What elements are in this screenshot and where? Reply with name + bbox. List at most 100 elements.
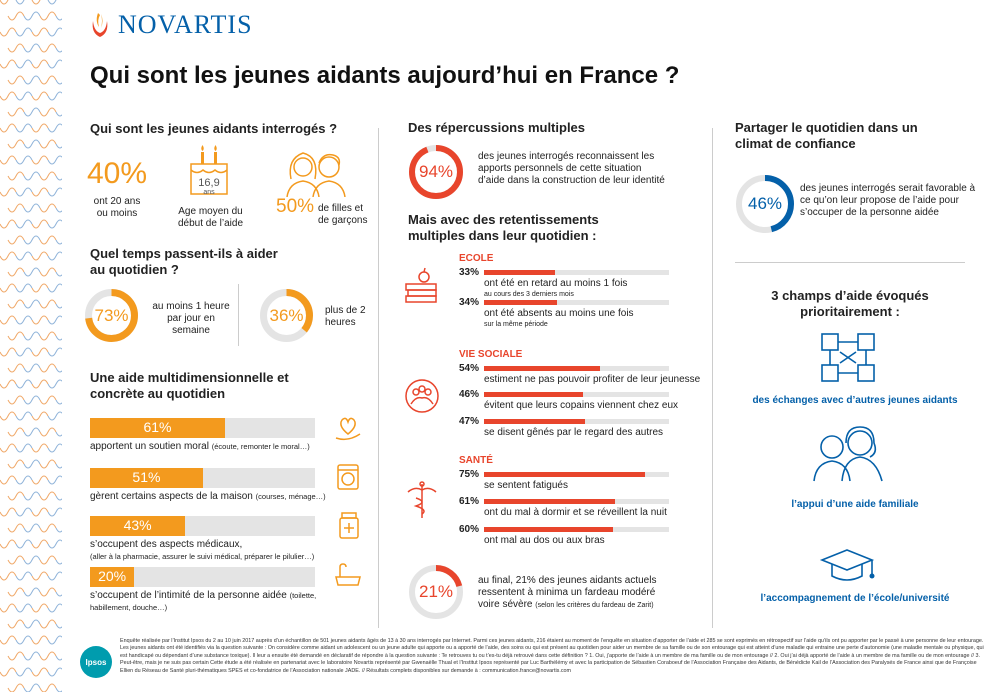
- pattern-wave: [55, 303, 62, 309]
- pattern-wave: [7, 587, 25, 597]
- impact-item-percent: 60%: [459, 524, 480, 535]
- pattern-wave: [55, 655, 62, 661]
- pattern-wave: [15, 155, 33, 165]
- impact-item-percent: 54%: [459, 363, 480, 374]
- cake-age-value: 16,9: [198, 177, 220, 189]
- help-item-detail: (courses, ménage…): [255, 492, 326, 501]
- help-item-text: gèrent certains aspects de la maison (co…: [90, 491, 340, 503]
- pattern-wave: [47, 27, 62, 37]
- pattern-wave: [23, 267, 41, 277]
- pattern-wave: [7, 299, 25, 309]
- age-stat-text: ont 20 ans ou moins: [93, 196, 141, 219]
- pattern-wave: [15, 0, 32, 5]
- pattern-wave: [15, 219, 33, 229]
- help-bar-value: 51%: [132, 469, 161, 485]
- help-bar-track: 51%: [90, 468, 315, 488]
- pattern-wave: [23, 171, 41, 181]
- pattern-wave: [0, 27, 17, 37]
- pattern-wave: [55, 495, 62, 501]
- cake-age-unit: ans: [203, 189, 215, 196]
- pattern-wave: [47, 443, 62, 453]
- help-bar-fill: [90, 418, 225, 438]
- pattern-wave: [15, 283, 33, 293]
- pattern-wave: [0, 347, 17, 357]
- pattern-wave: [55, 527, 62, 533]
- pattern-wave: [23, 75, 41, 85]
- pattern-wave: [31, 507, 49, 517]
- impact-bar-fill: [484, 527, 613, 532]
- pattern-wave: [47, 571, 62, 581]
- pattern-wave: [31, 155, 49, 165]
- pattern-wave: [47, 187, 62, 197]
- gender-stat-text: de filles et de garçons: [318, 203, 368, 226]
- pattern-wave: [39, 491, 57, 501]
- pattern-wave: [55, 559, 62, 565]
- pattern-wave: [7, 11, 25, 21]
- impact-item-percent: 46%: [459, 389, 480, 400]
- impact-bar-fill: [484, 300, 558, 305]
- help-item-detail: (écoute, remonter le moral…): [211, 442, 310, 451]
- pattern-wave: [23, 299, 41, 309]
- time-ring-1-text: au moins 1 heure par jour en semaine: [152, 301, 230, 336]
- pattern-wave: [15, 379, 33, 389]
- washing-machine-icon: [337, 464, 359, 490]
- pattern-wave: [39, 171, 57, 181]
- impact-item-text: ont du mal à dormir et se réveillent la …: [484, 507, 667, 518]
- pattern-wave: [15, 571, 33, 581]
- time-ring-1-chart: [85, 289, 138, 342]
- pattern-wave: [55, 431, 62, 437]
- impact-bar-track: [484, 527, 669, 532]
- pattern-wave: [15, 123, 33, 133]
- pattern-wave: [55, 367, 62, 373]
- impact-bar-track: [484, 472, 669, 477]
- pattern-wave: [0, 443, 17, 453]
- pattern-wave: [39, 75, 57, 85]
- pattern-wave: [47, 123, 62, 133]
- group-circle-icon: [405, 379, 439, 413]
- graduation-cap-icon: [819, 549, 875, 581]
- pattern-wave: [31, 539, 49, 549]
- impact-bar-fill: [484, 366, 601, 371]
- pattern-wave: [15, 91, 33, 101]
- pattern-wave: [39, 203, 57, 213]
- help-bar-track: 20%: [90, 567, 315, 587]
- pattern-wave: [47, 635, 62, 645]
- pattern-wave: [47, 155, 62, 165]
- novartis-flame-icon: [92, 13, 108, 37]
- share-ring-value: 46%: [747, 194, 783, 213]
- pattern-wave: [39, 651, 57, 661]
- pattern-wave: [0, 59, 17, 69]
- help-item-detail: (aller à la pharmacie, assurer le suivi …: [90, 552, 315, 561]
- impact-item-subtext: au cours des 3 derniers mois: [484, 291, 574, 298]
- pattern-wave: [7, 363, 25, 373]
- impact-bar-track: [484, 300, 669, 305]
- pattern-wave: [55, 47, 62, 53]
- pattern-wave: [0, 539, 17, 549]
- pattern-wave: [55, 79, 62, 85]
- pattern-wave: [15, 635, 33, 645]
- repercussions-ring-chart: [409, 145, 463, 199]
- pattern-wave: [15, 539, 33, 549]
- pattern-wave: [15, 475, 33, 485]
- pattern-wave: [7, 395, 25, 405]
- impact-item-text: se sentent fatigués: [484, 480, 568, 491]
- help-bar-track: 61%: [90, 418, 315, 438]
- pattern-wave: [0, 571, 17, 581]
- caduceus-icon: [407, 481, 437, 518]
- pattern-wave: [39, 619, 57, 629]
- pattern-wave: [7, 459, 25, 469]
- pattern-wave: [31, 475, 49, 485]
- two-people-icon: [813, 426, 883, 482]
- pattern-wave: [39, 523, 57, 533]
- help-bar-fill: [90, 567, 135, 587]
- footnote: Enquête réalisée par l’Institut Ipsos du…: [120, 638, 984, 674]
- page-title: Qui sont les jeunes aidants aujourd’hui …: [90, 62, 680, 89]
- pattern-wave: [23, 651, 41, 661]
- pattern-wave: [7, 139, 25, 149]
- help-item-detail: (toilette, habillement, douche…): [90, 591, 317, 612]
- pattern-wave: [0, 475, 17, 485]
- pattern-wave: [23, 395, 41, 405]
- pattern-wave: [47, 59, 62, 69]
- pattern-wave: [15, 411, 33, 421]
- fields-heading: 3 champs d’aide évoqués prioritairement …: [771, 288, 929, 319]
